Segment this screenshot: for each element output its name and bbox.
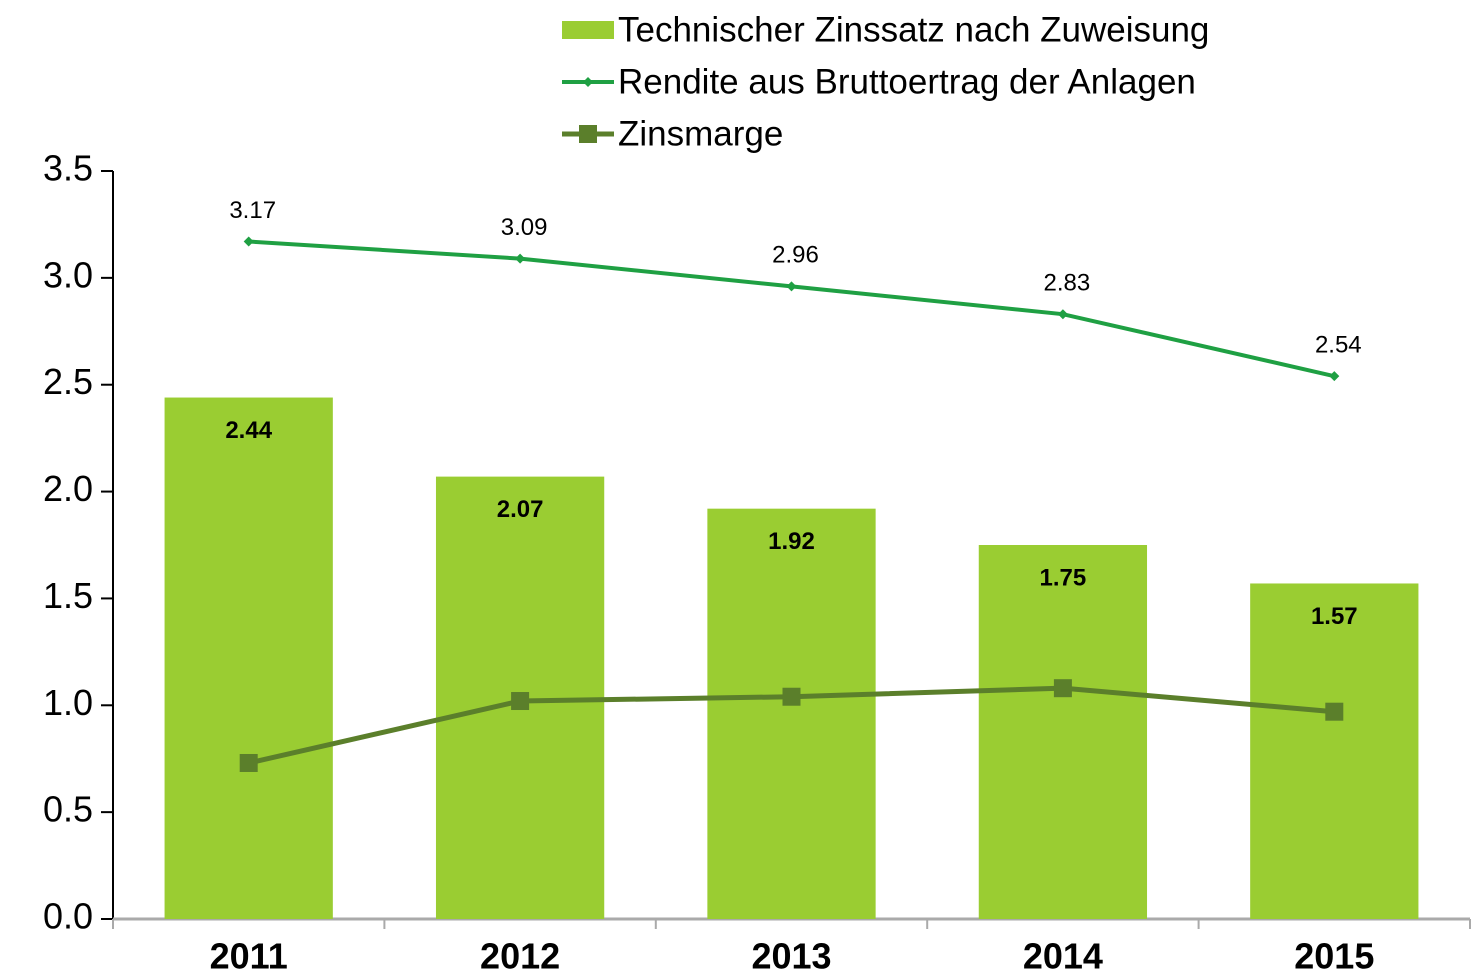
marker [1325, 702, 1344, 721]
bar [978, 545, 1148, 919]
y-tick-label: 2.0 [43, 468, 93, 509]
y-tick-label: 3.5 [43, 148, 93, 189]
y-tick-label: 2.5 [43, 361, 93, 402]
y-tick-label: 0.0 [43, 896, 93, 937]
bar [1250, 583, 1419, 919]
marker [515, 253, 526, 264]
marker [786, 281, 797, 292]
bar-value-label: 1.92 [768, 528, 815, 555]
x-tick-label: 2013 [751, 936, 831, 977]
bar [707, 508, 876, 919]
line-value-label: 2.83 [1044, 270, 1091, 297]
y-tick-label: 0.5 [43, 789, 93, 830]
y-tick-label: 1.0 [43, 682, 93, 723]
bar-value-label: 1.57 [1311, 603, 1358, 630]
marker [239, 753, 258, 772]
marker [511, 692, 530, 711]
legend-label: Zinsmarge [618, 114, 783, 153]
y-tick-label: 3.0 [43, 254, 93, 295]
line-value-label: 2.96 [772, 242, 819, 269]
bar [164, 397, 333, 920]
line-value-label: 3.09 [501, 214, 548, 241]
marker [243, 236, 254, 247]
x-tick-label: 2012 [480, 936, 560, 977]
marker [782, 687, 801, 706]
x-tick-label: 2011 [210, 936, 288, 977]
legend: Technischer Zinssatz nach Zuweisung Rendi… [562, 10, 1209, 153]
x-tick-label: 2014 [1023, 936, 1103, 977]
legend-label: Rendite aus Bruttoertrag der Anlagen [618, 62, 1196, 101]
line-value-label: 2.54 [1315, 332, 1362, 359]
marker [1053, 679, 1072, 698]
legend-label: Technischer Zinssatz nach Zuweisung [618, 10, 1209, 49]
line-value-label: 3.17 [229, 197, 276, 224]
bar-value-label: 1.75 [1040, 564, 1087, 591]
marker [583, 77, 593, 87]
legend-swatch [562, 21, 614, 39]
marker [1329, 371, 1340, 382]
marker [1057, 309, 1068, 320]
marker [579, 125, 597, 143]
x-tick-label: 2015 [1294, 936, 1374, 977]
bar-value-label: 2.44 [225, 417, 272, 444]
y-tick-label: 1.5 [43, 575, 93, 616]
bar-value-label: 2.07 [497, 496, 544, 523]
